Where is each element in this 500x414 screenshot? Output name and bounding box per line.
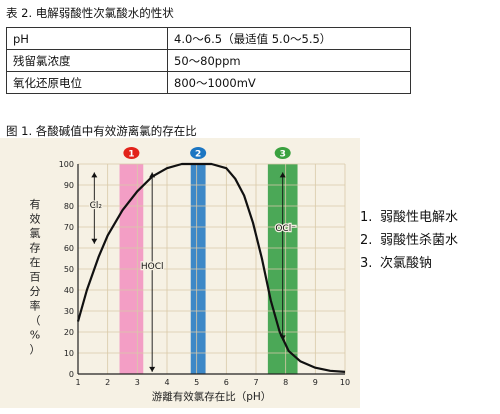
y-axis-label-char: 率 xyxy=(30,299,41,313)
row-value: 4.0～6.5（最适值 5.0～5.5） xyxy=(167,27,411,50)
y-tick-label: 80 xyxy=(64,202,74,211)
y-axis-label-char: % xyxy=(30,329,40,342)
x-axis-label: 游離有效氯存在比（pH） xyxy=(152,390,272,403)
cl2-arrow-head-up xyxy=(91,172,98,178)
table-row: 氧化还原电位 800～1000mV xyxy=(6,71,411,94)
legend-item: 1. 弱酸性电解水 xyxy=(360,206,458,229)
hocl-arrow-head-down xyxy=(149,366,156,372)
y-axis-label-char: （ xyxy=(30,314,41,327)
table-row: pH 4.0～6.5（最适值 5.0～5.5） xyxy=(6,27,411,50)
y-tick-label: 10 xyxy=(64,349,74,358)
legend-item: 2. 弱酸性杀菌水 xyxy=(360,229,458,252)
legend-number: 1. xyxy=(360,210,373,225)
legend-label: 弱酸性电解水 xyxy=(380,210,459,225)
y-tick-label: 90 xyxy=(64,181,74,190)
band-badge-label: 3 xyxy=(280,150,286,160)
y-tick-label: 100 xyxy=(59,160,74,169)
y-tick-label: 40 xyxy=(64,286,74,295)
y-tick-label: 30 xyxy=(64,307,74,316)
y-axis-label-char: ） xyxy=(30,343,41,356)
y-axis-label-char: 效 xyxy=(30,212,41,226)
x-tick-label: 3 xyxy=(135,378,140,387)
y-tick-label: 20 xyxy=(64,328,74,337)
species-label: HOCl xyxy=(141,262,164,272)
chlorine-ratio-chart: 0 10 20 30 40 50 60 70 80 90 100 1 2 3 4 5 6 7 8 9 10 1 2 3 Cl… xyxy=(0,138,360,408)
row-label: 氧化还原电位 xyxy=(6,71,168,94)
table-row: 残留氯浓度 50～80ppm xyxy=(6,49,411,72)
legend-label: 次氯酸钠 xyxy=(380,256,433,271)
legend-item: 3. 次氯酸钠 xyxy=(360,252,458,275)
y-axis-label-char: 在 xyxy=(30,256,41,269)
row-label: pH xyxy=(6,27,168,50)
x-tick-label: 10 xyxy=(340,378,350,387)
band-badge-label: 1 xyxy=(128,150,134,160)
figure-caption: 图 1. 各酸碱值中有效游离氯的存在比 xyxy=(6,124,197,138)
band-badge-1 xyxy=(123,147,140,159)
y-axis-label-char: 百 xyxy=(30,271,41,284)
hocl-arrow-head-up xyxy=(149,172,156,178)
y-tick-label: 50 xyxy=(64,265,74,274)
y-tick-label: 70 xyxy=(64,223,74,232)
ocl-arrow-head-down xyxy=(279,335,286,341)
legend-label: 弱酸性杀菌水 xyxy=(380,233,459,248)
x-tick-label: 9 xyxy=(313,378,318,387)
y-axis-label-char: 有 xyxy=(30,197,41,211)
legend-number: 2. xyxy=(360,233,373,248)
y-axis-label-char: 分 xyxy=(30,285,41,298)
x-tick-label: 2 xyxy=(105,378,110,387)
y-tick-label: 60 xyxy=(64,244,74,253)
species-label: Cl₂ xyxy=(90,201,103,211)
cl2-arrow-head-down xyxy=(91,238,98,244)
y-axis-label-char: 氯 xyxy=(30,226,41,240)
row-label: 残留氯浓度 xyxy=(6,49,168,72)
band-badge-2 xyxy=(190,147,207,159)
legend-list: 1. 弱酸性电解水 2. 弱酸性杀菌水 3. 次氯酸钠 xyxy=(360,206,458,275)
band-badge-3 xyxy=(274,147,291,159)
x-tick-label: 7 xyxy=(253,378,258,387)
legend-number: 3. xyxy=(360,256,373,271)
band-badge-label: 2 xyxy=(195,150,201,160)
species-label: OCl⁻ xyxy=(275,224,296,234)
ratio-curve xyxy=(76,162,346,373)
properties-table: pH 4.0～6.5（最适值 5.0～5.5） 残留氯浓度 50～80ppm 氧… xyxy=(6,27,411,94)
x-tick-label: 4 xyxy=(164,378,169,387)
table-caption: 表 2. 电解弱酸性次氯酸水的性状 xyxy=(6,6,174,20)
chart-background xyxy=(0,138,360,408)
x-tick-label: 1 xyxy=(75,378,80,387)
row-value: 800～1000mV xyxy=(167,71,411,94)
y-axis-label-char: 存 xyxy=(30,241,41,255)
x-tick-label: 8 xyxy=(283,378,288,387)
y-tick-label: 0 xyxy=(69,370,74,379)
x-tick-label: 5 xyxy=(194,378,199,387)
row-value: 50～80ppm xyxy=(167,49,411,72)
x-tick-label: 6 xyxy=(224,378,229,387)
ocl-arrow-head-up xyxy=(279,172,286,178)
